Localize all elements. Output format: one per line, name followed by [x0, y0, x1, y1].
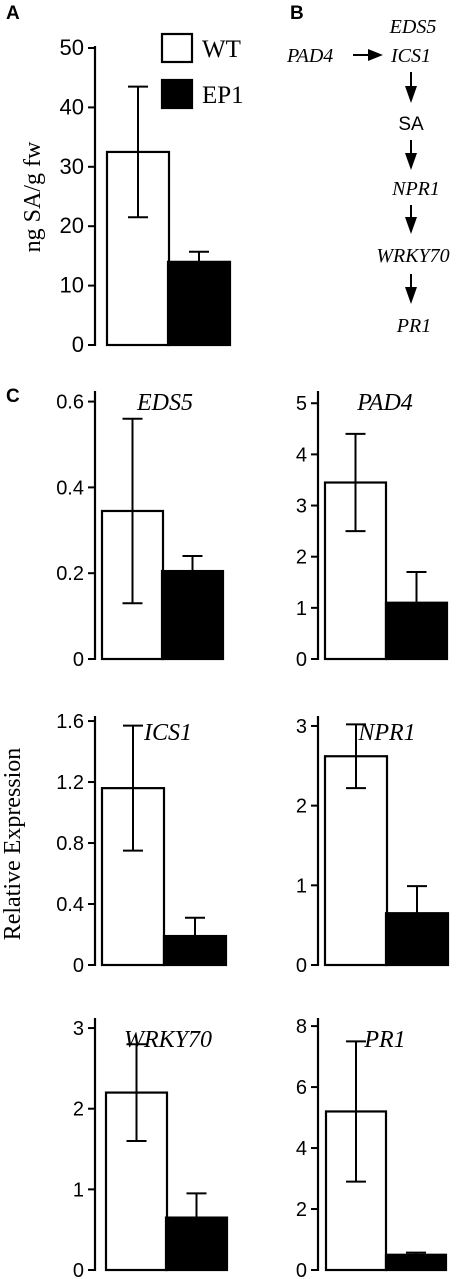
sa-tick-label: 10 — [60, 273, 84, 298]
panel-a-label: A — [6, 3, 20, 24]
pr1-tick-label: 6 — [296, 1077, 307, 1099]
wrky70-tick-label: 1 — [73, 1179, 84, 1201]
pathway-ics1: ICS1 — [390, 45, 431, 67]
sa-tick-label: 50 — [60, 35, 84, 60]
eds5-tick-label: 0 — [73, 649, 84, 671]
legend-label-wt: WT — [202, 36, 241, 63]
pad4-tick-label: 0 — [296, 649, 307, 671]
sa-tick-label: 30 — [60, 154, 84, 179]
legend-swatch-wt — [160, 32, 194, 64]
chart-eds5: 0 0.2 0.4 0.6 EDS5 — [56, 390, 225, 671]
ics1-tick-label: 0.4 — [56, 894, 84, 916]
sa-tick-label: 0 — [72, 332, 84, 357]
relative-expression-label: Relative Expression — [0, 748, 26, 941]
pr1-title: PR1 — [363, 1027, 405, 1053]
pad4-tick-label: 5 — [296, 393, 307, 415]
legend-label-ep1: EP1 — [202, 82, 244, 109]
chart-sa: 0 10 20 30 40 50 — [60, 35, 232, 357]
pathway-wrky70: WRKY70 — [376, 245, 449, 267]
arrow-1-head — [405, 86, 417, 103]
wrky70-tick-label: 0 — [73, 1260, 84, 1279]
pathway-eds5: EDS5 — [389, 16, 437, 38]
arrow-2-head — [405, 153, 417, 170]
npr1-title: NPR1 — [357, 720, 415, 746]
ics1-title: ICS1 — [143, 720, 192, 746]
ics1-tick-label: 0.8 — [56, 833, 84, 855]
legend: WT EP1 — [160, 32, 244, 110]
pathway-sa: SA — [398, 114, 424, 135]
wrky70-tick-label: 3 — [73, 1018, 84, 1040]
wrky70-title: WRKY70 — [124, 1027, 212, 1053]
pr1-tick-label: 2 — [296, 1199, 307, 1221]
panel-c-label: C — [6, 386, 20, 407]
chart-pr1: 0 2 4 6 8 PR1 — [296, 1016, 448, 1279]
npr1-bar-wt — [323, 755, 389, 967]
npr1-tick-label: 2 — [296, 796, 307, 818]
chart-ics1: 0 0.4 0.8 1.2 1.6 ICS1 — [56, 711, 228, 977]
arrow-4-head — [405, 287, 417, 304]
chart-npr1: 0 1 2 3 NPR1 — [296, 716, 450, 977]
pad4-title: PAD4 — [356, 390, 413, 416]
eds5-title: EDS5 — [136, 390, 193, 416]
sa-tick-label: 20 — [60, 213, 84, 238]
pad4-tick-label: 1 — [296, 598, 307, 620]
eds5-tick-label: 0.6 — [56, 392, 84, 414]
pr1-tick-label: 4 — [296, 1138, 307, 1160]
pathway-diagram: EDS5 PAD4 ICS1 SA NPR1 WRKY70 PR1 — [286, 16, 450, 337]
pad4-tick-label: 2 — [296, 547, 307, 569]
sa-bar-ep1 — [166, 260, 232, 347]
npr1-tick-label: 3 — [296, 716, 307, 738]
chart-wrky70: 0 1 2 3 WRKY70 — [73, 1018, 229, 1279]
pad4-arrowhead — [368, 49, 383, 61]
arrow-3-head — [405, 217, 417, 234]
pad4-tick-label: 4 — [296, 444, 307, 466]
eds5-tick-label: 0.4 — [56, 477, 84, 499]
pr1-tick-label: 0 — [296, 1260, 307, 1279]
chart-pad4: 0 1 2 3 4 5 PAD4 — [296, 390, 449, 671]
npr1-tick-label: 0 — [296, 955, 307, 977]
npr1-tick-label: 1 — [296, 875, 307, 897]
sa-tick-label: 40 — [60, 94, 84, 119]
pathway-pad4: PAD4 — [286, 45, 333, 67]
pathway-pr1: PR1 — [396, 315, 431, 337]
legend-swatch-ep1 — [160, 78, 194, 110]
wrky70-tick-label: 2 — [73, 1099, 84, 1121]
pathway-npr1: NPR1 — [391, 178, 440, 200]
sa-ylabel: ng SA/g fw — [20, 141, 46, 252]
pad4-tick-label: 3 — [296, 496, 307, 518]
ics1-tick-label: 1.2 — [56, 772, 84, 794]
panel-b-label: B — [290, 3, 304, 24]
ics1-tick-label: 0 — [73, 955, 84, 977]
pr1-tick-label: 8 — [296, 1016, 307, 1038]
ics1-tick-label: 1.6 — [56, 711, 84, 733]
eds5-tick-label: 0.2 — [56, 563, 84, 585]
